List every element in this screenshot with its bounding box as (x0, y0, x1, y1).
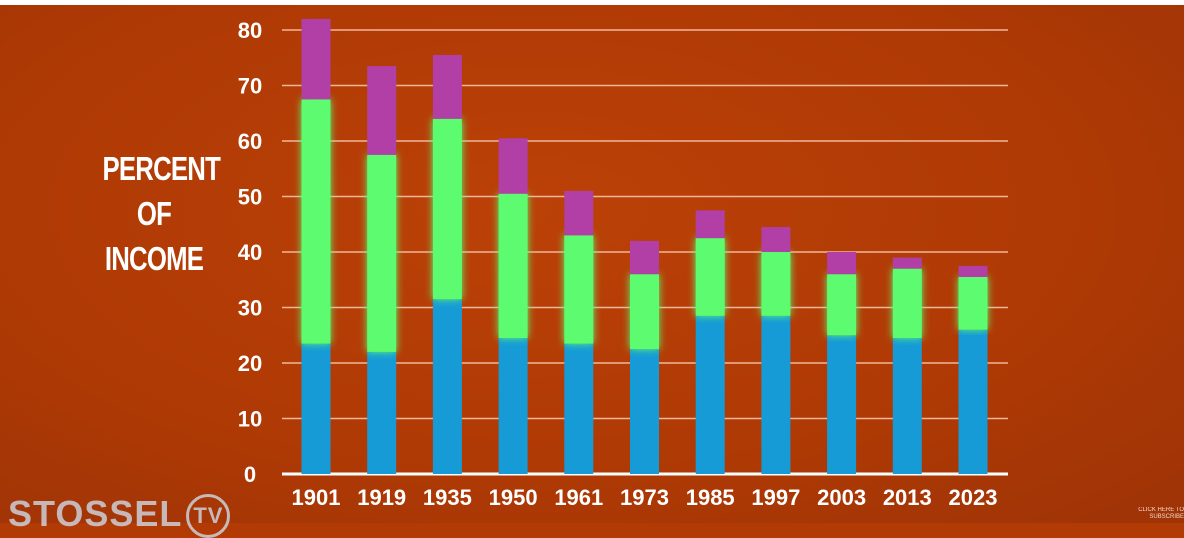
bar-1935-purple (432, 54, 462, 119)
bar-1985-purple (695, 210, 725, 239)
bar-2013-blue (892, 338, 922, 474)
y-tick-label: 40 (238, 240, 262, 265)
x-tick-label: 2003 (817, 485, 866, 510)
y-axis-label: PERCENT OF INCOME (102, 146, 221, 281)
y-tick-label: 10 (238, 407, 262, 432)
bar-2013-purple (892, 257, 922, 269)
x-tick-label: 1961 (554, 485, 603, 510)
x-tick-label: 1901 (292, 485, 341, 510)
y-tick-label: 80 (238, 18, 262, 43)
y-axis-label-line-2: OF (136, 195, 172, 232)
x-tick-label: 1997 (751, 485, 800, 510)
bar-1973-purple (630, 240, 659, 275)
bar-1901-blue (301, 343, 331, 474)
bar-1985-blue (695, 315, 725, 474)
bar-1919-green (367, 154, 397, 352)
subscribe-line-2: SUBSCRIBE (1149, 514, 1184, 520)
bar-1973-green (630, 274, 659, 350)
bar-2023-blue (958, 329, 988, 474)
bar-1985-green (695, 238, 725, 316)
stossel-tv-logo: STOSSEL TV (8, 493, 231, 538)
x-tick-label: 2023 (949, 485, 998, 510)
y-tick-labels: 0 10 20 30 40 50 60 70 80 (238, 18, 262, 487)
bar-1901-green (301, 99, 331, 344)
logo-text: STOSSEL (8, 493, 183, 534)
bar-2003-green (827, 274, 857, 336)
bar-1961-purple (564, 190, 594, 236)
bar-1997-purple (761, 227, 791, 252)
subscribe-link[interactable]: CLICK HERE TO SUBSCRIBE (1128, 507, 1184, 521)
bar-1950-green (498, 193, 528, 339)
subscribe-line-1: CLICK HERE TO (1138, 507, 1184, 513)
x-tick-label: 1919 (357, 485, 406, 510)
y-tick-label: 50 (238, 185, 262, 210)
logo-badge: TV (186, 494, 231, 538)
bars (301, 18, 988, 474)
y-axis-label-line-3: INCOME (104, 240, 204, 277)
y-tick-label: 0 (244, 462, 256, 487)
y-tick-label: 60 (238, 129, 262, 154)
bar-1935-green (432, 118, 462, 300)
x-tick-labels: 1901 1919 1935 1950 1961 1973 1985 1997 2003 2013… (292, 485, 998, 510)
x-tick-label: 2013 (883, 485, 932, 510)
bar-1961-blue (564, 343, 594, 474)
bar-1919-purple (367, 66, 397, 155)
bar-2023-purple (958, 265, 988, 277)
x-tick-label: 1973 (620, 485, 669, 510)
bar-1935-blue (432, 299, 462, 474)
bar-1973-blue (630, 349, 659, 474)
bar-2003-purple (827, 252, 857, 275)
bar-2023-green (958, 276, 988, 330)
x-tick-label: 1985 (686, 485, 735, 510)
bar-1919-blue (367, 351, 397, 474)
y-tick-label: 30 (238, 296, 262, 321)
bar-2003-blue (827, 335, 857, 474)
bar-1997-blue (761, 315, 791, 474)
bar-1961-green (564, 235, 594, 344)
bar-2013-green (892, 268, 922, 339)
y-tick-label: 20 (238, 351, 262, 376)
y-axis-label-line-1: PERCENT (102, 150, 221, 187)
x-tick-label: 1950 (489, 485, 538, 510)
y-tick-label: 70 (238, 74, 262, 99)
x-tick-label: 1935 (423, 485, 472, 510)
bar-1997-green (761, 252, 791, 316)
bar-1901-purple (301, 18, 331, 100)
top-border (0, 0, 1184, 5)
bar-1950-purple (498, 138, 528, 194)
bar-1950-blue (498, 338, 528, 474)
